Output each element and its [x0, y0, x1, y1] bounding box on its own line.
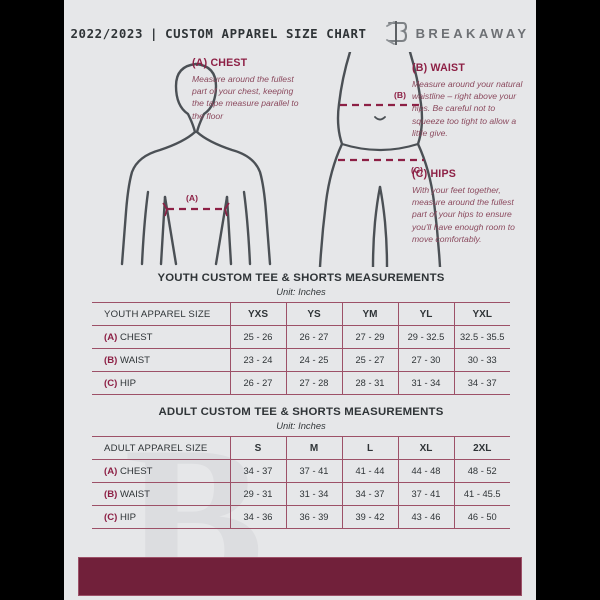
youth-size-col-0: YXS — [229, 302, 286, 326]
youth-row-2-label: (C) HIP — [92, 371, 230, 395]
adult-r1-c3: 37 - 41 — [397, 482, 454, 506]
size-chart-page: B 2022/2023 | CUSTOM APPAREL SIZE CHART … — [64, 0, 536, 600]
adult-r2-c3: 43 - 46 — [397, 505, 454, 529]
callout-chest: (A) CHEST Measure around the fullest par… — [192, 57, 300, 122]
table-row: (B) WAIST 23 - 24 24 - 25 25 - 27 27 - 3… — [92, 348, 510, 372]
table-row: (B) WAIST 29 - 31 31 - 34 34 - 37 37 - 4… — [92, 482, 510, 506]
youth-r2-c0: 26 - 27 — [229, 371, 286, 395]
row-name: HIP — [120, 377, 136, 389]
adult-r0-c4: 48 - 52 — [453, 459, 510, 483]
youth-r0-c1: 26 - 27 — [285, 325, 342, 349]
adult-size-label: ADULT APPAREL SIZE — [92, 436, 230, 460]
row-tag: (A) — [104, 465, 118, 477]
brand-logo: BREAKAWAY — [385, 20, 530, 46]
youth-table-unit: Unit: Inches — [276, 286, 326, 297]
adult-size-table: ADULT APPAREL SIZE S M L XL 2XL (A) CHES… — [92, 436, 510, 529]
adult-size-col-3: XL — [397, 436, 454, 460]
page-header: 2022/2023 | CUSTOM APPAREL SIZE CHART BR… — [64, 18, 536, 48]
callout-hips-body: With your feet together, measure around … — [412, 185, 515, 244]
adult-r0-c0: 34 - 37 — [229, 459, 286, 483]
youth-r0-c4: 32.5 - 35.5 — [453, 325, 510, 349]
hip-marker-label: (C) — [411, 165, 423, 175]
youth-r1-c3: 27 - 30 — [397, 348, 454, 372]
row-name: CHEST — [120, 465, 153, 477]
waist-marker-label: (B) — [394, 90, 406, 100]
callout-waist-body: Measure around your natural waistline – … — [412, 79, 523, 138]
callout-chest-title: (A) CHEST — [192, 57, 248, 69]
brand-name: BREAKAWAY — [415, 25, 530, 41]
row-name: WAIST — [120, 354, 151, 366]
adult-table-title: ADULT CUSTOM TEE & SHORTS MEASUREMENTS — [158, 406, 444, 418]
youth-r2-c2: 28 - 31 — [341, 371, 398, 395]
callout-hips-title: (C) HIPS — [412, 168, 456, 180]
row-name: HIP — [120, 511, 136, 523]
row-name: WAIST — [120, 488, 151, 500]
row-tag: (B) — [104, 488, 118, 500]
youth-r1-c1: 24 - 25 — [285, 348, 342, 372]
adult-size-col-2: L — [341, 436, 398, 460]
adult-size-section: ADULT CUSTOM TEE & SHORTS MEASUREMENTS U… — [92, 406, 510, 529]
adult-r1-c0: 29 - 31 — [229, 482, 286, 506]
youth-r1-c0: 23 - 24 — [229, 348, 286, 372]
adult-r1-c4: 41 - 45.5 — [453, 482, 510, 506]
youth-r0-c2: 27 - 29 — [341, 325, 398, 349]
youth-size-label: YOUTH APPAREL SIZE — [92, 302, 230, 326]
adult-size-col-4: 2XL — [453, 436, 510, 460]
adult-row-1-label: (B) WAIST — [92, 482, 230, 506]
table-row: (C) HIP 26 - 27 27 - 28 28 - 31 31 - 34 … — [92, 371, 510, 395]
callout-waist-title: (B) WAIST — [412, 62, 465, 74]
row-tag: (C) — [104, 377, 118, 389]
adult-r2-c4: 46 - 50 — [453, 505, 510, 529]
table-row: (A) CHEST 25 - 26 26 - 27 27 - 29 29 - 3… — [92, 325, 510, 349]
page-title: CUSTOM APPAREL SIZE CHART — [165, 25, 367, 41]
table-row: (C) HIP 34 - 36 36 - 39 39 - 42 43 - 46 … — [92, 505, 510, 529]
row-tag: (C) — [104, 511, 118, 523]
row-name: CHEST — [120, 331, 153, 343]
callout-chest-body: Measure around the fullest part of your … — [192, 74, 299, 121]
row-tag: (A) — [104, 331, 118, 343]
youth-size-col-3: YL — [397, 302, 454, 326]
youth-table-title: YOUTH CUSTOM TEE & SHORTS MEASUREMENTS — [157, 272, 445, 284]
adult-size-col-1: M — [285, 436, 342, 460]
adult-size-col-0: S — [229, 436, 286, 460]
chest-measure-line — [162, 202, 230, 217]
adult-r0-c3: 44 - 48 — [397, 459, 454, 483]
youth-size-section: YOUTH CUSTOM TEE & SHORTS MEASUREMENTS U… — [92, 272, 510, 395]
youth-size-col-4: YXL — [453, 302, 510, 326]
youth-row-0-label: (A) CHEST — [92, 325, 230, 349]
youth-r2-c1: 27 - 28 — [285, 371, 342, 395]
adult-row-2-label: (C) HIP — [92, 505, 230, 529]
adult-r2-c0: 34 - 36 — [229, 505, 286, 529]
youth-r1-c2: 25 - 27 — [341, 348, 398, 372]
adult-r1-c1: 31 - 34 — [285, 482, 342, 506]
youth-r0-c0: 25 - 26 — [229, 325, 286, 349]
measurement-illustrations: (A) (B) (C) (A) CHEST Measure around the… — [64, 52, 536, 267]
chest-marker-label: (A) — [186, 193, 198, 203]
table-header-row: YOUTH APPAREL SIZE YXS YS YM YL YXL — [92, 302, 510, 326]
footer-bar — [78, 557, 522, 596]
header-separator: | — [150, 25, 159, 41]
header-season: 2022/2023 — [70, 25, 144, 41]
adult-r0-c2: 41 - 44 — [341, 459, 398, 483]
youth-row-1-label: (B) WAIST — [92, 348, 230, 372]
youth-size-table: YOUTH APPAREL SIZE YXS YS YM YL YXL (A) … — [92, 302, 510, 395]
adult-row-0-label: (A) CHEST — [92, 459, 230, 483]
table-header-row: ADULT APPAREL SIZE S M L XL 2XL — [92, 436, 510, 460]
table-row: (A) CHEST 34 - 37 37 - 41 41 - 44 44 - 4… — [92, 459, 510, 483]
adult-r2-c2: 39 - 42 — [341, 505, 398, 529]
callout-waist: (B) WAIST Measure around your natural wa… — [412, 62, 524, 139]
youth-r0-c3: 29 - 32.5 — [397, 325, 454, 349]
youth-size-col-2: YM — [341, 302, 398, 326]
adult-r0-c1: 37 - 41 — [285, 459, 342, 483]
youth-r2-c4: 34 - 37 — [453, 371, 510, 395]
adult-r2-c1: 36 - 39 — [285, 505, 342, 529]
youth-r1-c4: 30 - 33 — [453, 348, 510, 372]
youth-size-col-1: YS — [285, 302, 342, 326]
callout-hips: (C) HIPS With your feet together, measur… — [412, 168, 524, 245]
adult-table-unit: Unit: Inches — [276, 420, 326, 431]
adult-r1-c2: 34 - 37 — [341, 482, 398, 506]
breakaway-b-monogram-icon — [385, 21, 407, 45]
row-tag: (B) — [104, 354, 118, 366]
youth-r2-c3: 31 - 34 — [397, 371, 454, 395]
